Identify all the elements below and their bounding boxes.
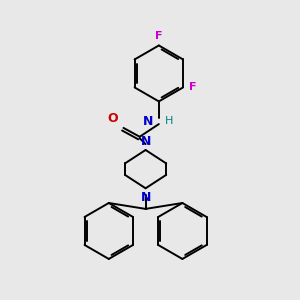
Text: N: N	[143, 115, 154, 128]
Text: F: F	[155, 31, 163, 41]
Text: H: H	[165, 116, 174, 126]
Text: F: F	[189, 82, 196, 92]
Text: N: N	[140, 135, 151, 148]
Text: N: N	[140, 190, 151, 204]
Text: O: O	[108, 112, 118, 125]
